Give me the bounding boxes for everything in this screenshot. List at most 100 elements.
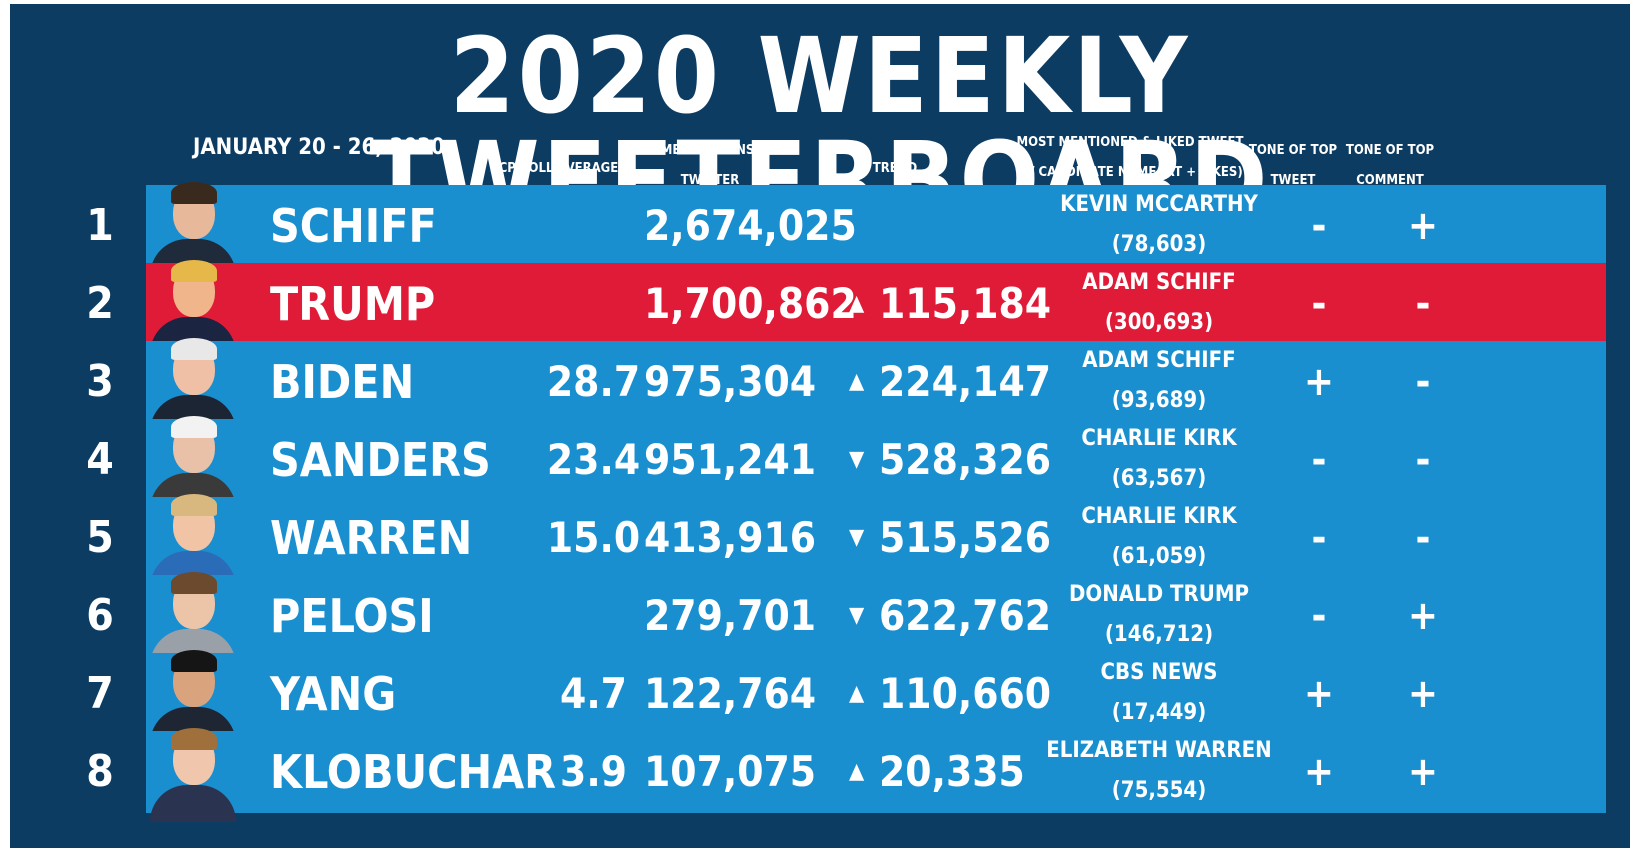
photo-body bbox=[150, 785, 236, 822]
candidate-name: KLOBUCHAR bbox=[270, 745, 557, 799]
trend-value: 110,660 bbox=[879, 669, 1052, 718]
header-mentions: NAME MENTIONS ON TWITTER bbox=[641, 143, 779, 188]
poll-average bbox=[536, 185, 651, 267]
poll-average: 3.9 bbox=[560, 747, 627, 796]
photo-hair bbox=[171, 182, 217, 204]
poll-average bbox=[536, 575, 651, 657]
mentions-count: 107,075 bbox=[644, 747, 817, 796]
tweeterboard: 2020 WEEKLY TWEETERBOARD JANUARY 20 - 26… bbox=[10, 4, 1630, 848]
header-tone-comment: TONE OF TOP COMMENT bbox=[1345, 143, 1435, 188]
candidate-name: TRUMP bbox=[270, 277, 436, 331]
row-rank: 2 bbox=[86, 278, 114, 329]
klobuchar-photo-icon bbox=[150, 727, 236, 822]
table-row: 8 KLOBUCHAR 3.9 107,075 ▲ 20,335 ELIZABETH WAR… bbox=[86, 731, 1606, 813]
tweet-author: ADAM SCHIFF bbox=[1082, 348, 1236, 373]
photo-hair bbox=[171, 260, 217, 282]
poll-average: 4.7 bbox=[560, 669, 627, 718]
date-range: JANUARY 20 - 26, 2020 bbox=[193, 135, 445, 160]
table-row: 5 WARREN 15.0 413,916 ▼ 515,526 CHARLIE KIRK (6… bbox=[86, 497, 1606, 579]
tone-comment: + bbox=[1407, 593, 1439, 639]
tweet-count: (75,554) bbox=[1111, 778, 1207, 803]
tweet-author: ADAM SCHIFF bbox=[1082, 270, 1236, 295]
trend-up-icon: ▲ bbox=[849, 759, 865, 784]
candidate-name: SANDERS bbox=[270, 433, 491, 487]
top-tweet: ELIZABETH WARREN (75,554) bbox=[1046, 731, 1272, 813]
header-tone-tweet: TONE OF TOP TWEET bbox=[1248, 143, 1338, 188]
top-tweet: ADAM SCHIFF (93,689) bbox=[1046, 341, 1272, 423]
top-tweet: CHARLIE KIRK (61,059) bbox=[1046, 497, 1272, 579]
poll-average bbox=[536, 263, 651, 345]
page-title: 2020 WEEKLY TWEETERBOARD bbox=[369, 15, 1271, 241]
tweet-count: (63,567) bbox=[1111, 466, 1207, 491]
table-row: 7 YANG 4.7 122,764 ▲ 110,660 CBS NEWS (17,449) +… bbox=[86, 653, 1606, 735]
photo-hair bbox=[171, 494, 217, 516]
top-tweet: CHARLIE KIRK (63,567) bbox=[1046, 419, 1272, 501]
row-rank: 3 bbox=[86, 356, 114, 407]
tone-tweet: + bbox=[1303, 359, 1335, 405]
tone-comment: + bbox=[1407, 203, 1439, 249]
tone-comment: - bbox=[1415, 437, 1431, 483]
candidate-name: PELOSI bbox=[270, 589, 434, 643]
tone-tweet: - bbox=[1311, 515, 1327, 561]
candidate-name: WARREN bbox=[270, 511, 473, 565]
trend-up-icon: ▲ bbox=[849, 369, 865, 394]
mentions-count: 951,241 bbox=[644, 435, 817, 484]
tone-comment: - bbox=[1415, 359, 1431, 405]
tone-tweet: - bbox=[1311, 437, 1327, 483]
header-trend: TREND bbox=[872, 161, 918, 176]
table-row: 1 SCHIFF 2,674,025 KEVIN MCCARTHY (78,603) - + bbox=[86, 185, 1606, 267]
tone-comment: - bbox=[1415, 515, 1431, 561]
tone-comment: - bbox=[1415, 281, 1431, 327]
tone-comment: + bbox=[1407, 749, 1439, 795]
tweet-author: ELIZABETH WARREN bbox=[1046, 738, 1272, 763]
mentions-count: 413,916 bbox=[644, 513, 817, 562]
photo-hair bbox=[171, 416, 217, 438]
candidate-name: SCHIFF bbox=[270, 199, 437, 253]
row-rank: 8 bbox=[86, 746, 114, 797]
tweet-count: (78,603) bbox=[1111, 232, 1207, 257]
top-tweet: DONALD TRUMP (146,712) bbox=[1046, 575, 1272, 657]
tweet-count: (146,712) bbox=[1104, 622, 1214, 647]
trend-value: 515,526 bbox=[879, 513, 1052, 562]
tweet-count: (300,693) bbox=[1104, 310, 1214, 335]
poll-average: 15.0 bbox=[546, 513, 641, 562]
poll-average: 28.7 bbox=[546, 357, 641, 406]
trend-down-icon: ▼ bbox=[849, 447, 865, 472]
row-rank: 5 bbox=[86, 512, 114, 563]
trend-up-icon: ▲ bbox=[849, 681, 865, 706]
photo-hair bbox=[171, 650, 217, 672]
tweet-author: CHARLIE KIRK bbox=[1081, 504, 1237, 529]
row-rank: 6 bbox=[86, 590, 114, 641]
trend-down-icon: ▼ bbox=[849, 525, 865, 550]
candidate-name: YANG bbox=[270, 667, 397, 721]
tone-comment: + bbox=[1407, 671, 1439, 717]
tone-tweet: - bbox=[1311, 203, 1327, 249]
tone-tweet: + bbox=[1303, 671, 1335, 717]
trend-value: 622,762 bbox=[879, 591, 1052, 640]
mentions-count: 2,674,025 bbox=[644, 201, 857, 250]
table-row: 2 TRUMP 1,700,862 ▲ 115,184 ADAM SCHIFF (300,6… bbox=[86, 263, 1606, 345]
tweet-count: (61,059) bbox=[1111, 544, 1207, 569]
tweet-count: (17,449) bbox=[1111, 700, 1207, 725]
mentions-count: 279,701 bbox=[644, 591, 817, 640]
top-tweet: ADAM SCHIFF (300,693) bbox=[1046, 263, 1272, 345]
tweet-author: DONALD TRUMP bbox=[1068, 582, 1250, 607]
trend-value: 115,184 bbox=[879, 279, 1052, 328]
row-rank: 1 bbox=[86, 200, 114, 251]
row-rank: 7 bbox=[86, 668, 114, 719]
mentions-count: 975,304 bbox=[644, 357, 817, 406]
candidate-name: BIDEN bbox=[270, 355, 415, 409]
trend-value: 528,326 bbox=[879, 435, 1052, 484]
table-row: 3 BIDEN 28.7 975,304 ▲ 224,147 ADAM SCHIFF (93,… bbox=[86, 341, 1606, 423]
mentions-count: 122,764 bbox=[644, 669, 817, 718]
poll-average: 23.4 bbox=[546, 435, 641, 484]
tweet-author: CBS NEWS bbox=[1100, 660, 1218, 685]
tweet-author: CHARLIE KIRK bbox=[1081, 426, 1237, 451]
tone-tweet: + bbox=[1303, 749, 1335, 795]
photo-hair bbox=[171, 728, 217, 750]
top-tweet: CBS NEWS (17,449) bbox=[1046, 653, 1272, 735]
photo-hair bbox=[171, 338, 217, 360]
trend-value: 20,335 bbox=[879, 747, 1025, 796]
tone-tweet: - bbox=[1311, 593, 1327, 639]
row-rank: 4 bbox=[86, 434, 114, 485]
